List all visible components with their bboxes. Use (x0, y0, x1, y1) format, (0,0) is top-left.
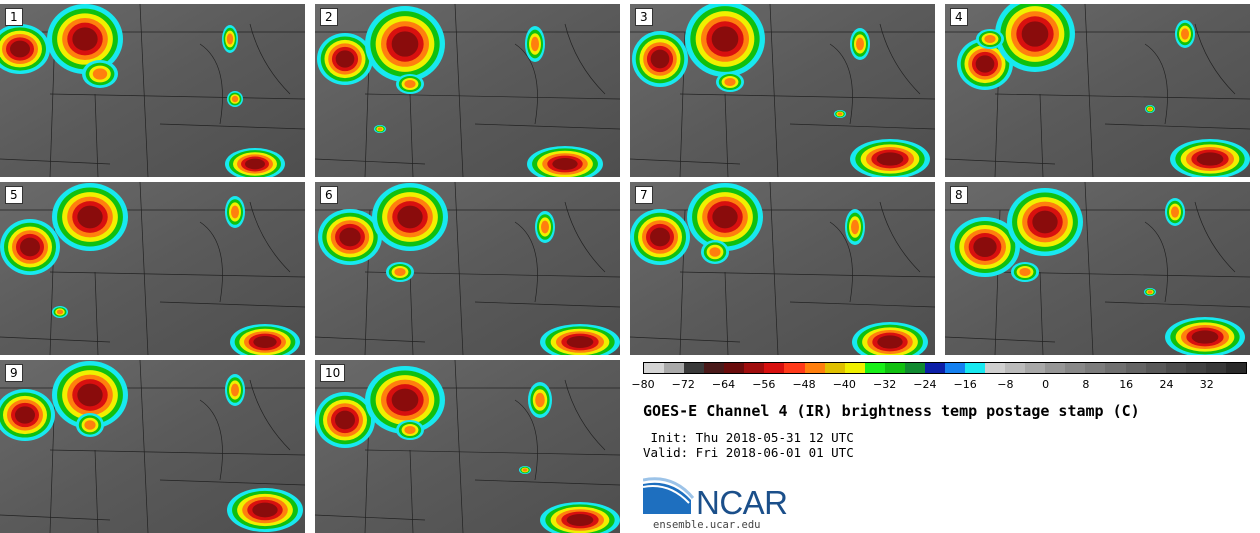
colorbar-tick-label: −16 (953, 378, 977, 391)
colorbar-tick-label: −40 (832, 378, 856, 391)
stamp-panel-3[interactable]: 3 (630, 4, 935, 177)
valid-time: Valid: Fri 2018-06-01 01 UTC (643, 445, 854, 460)
panel-label: 3 (635, 8, 653, 26)
stamp-panel-7[interactable]: 7 (630, 182, 935, 355)
satellite-image (0, 4, 305, 177)
colorbar-tick-label: 0 (1042, 378, 1050, 391)
colorbar-segment (884, 363, 905, 373)
satellite-image (0, 360, 305, 533)
satellite-image (945, 182, 1250, 355)
colorbar-tick-label: −56 (752, 378, 776, 391)
colorbar-tick-label: 32 (1199, 378, 1214, 391)
colorbar-tick-label: 16 (1119, 378, 1134, 391)
panel-label: 5 (5, 186, 23, 204)
colorbar-segment (1125, 363, 1146, 373)
colorbar-segment (1045, 363, 1066, 373)
satellite-image (630, 4, 935, 177)
colorbar-segment (904, 363, 925, 373)
colorbar-segment (965, 363, 986, 373)
panel-label: 8 (950, 186, 968, 204)
colorbar-segment (644, 363, 665, 373)
satellite-image (0, 182, 305, 355)
colorbar-segment (784, 363, 805, 373)
colorbar-segment (1105, 363, 1126, 373)
colorbar-segment (764, 363, 785, 373)
panel-label: 7 (635, 186, 653, 204)
colorbar-segment (1225, 363, 1246, 373)
colorbar-tick-label: −32 (872, 378, 897, 391)
colorbar-segment (804, 363, 825, 373)
panel-label: 9 (5, 364, 23, 382)
colorbar-tick-label: −8 (997, 378, 1014, 391)
stamp-panel-4[interactable]: 4 (945, 4, 1250, 177)
colorbar-tick-label: −64 (711, 378, 736, 391)
site-url: ensemble.ucar.edu (653, 519, 761, 531)
panel-label: 10 (320, 364, 346, 382)
stamp-panel-10[interactable]: 10 (315, 360, 620, 533)
colorbar-tick-label: −72 (671, 378, 695, 391)
stamp-panel-9[interactable]: 9 (0, 360, 305, 533)
colorbar-segment (1085, 363, 1106, 373)
panel-label: 2 (320, 8, 338, 26)
colorbar-tick-label: −80 (631, 378, 655, 391)
colorbar-segment (724, 363, 745, 373)
colorbar-tick-label: 24 (1159, 378, 1174, 391)
satellite-image (945, 4, 1250, 177)
colorbar-segment (844, 363, 865, 373)
colorbar-segment (664, 363, 685, 373)
colorbar-segment (1005, 363, 1026, 373)
colorbar-tick-label: −24 (913, 378, 937, 391)
colorbar-segment (985, 363, 1006, 373)
panel-label: 6 (320, 186, 338, 204)
colorbar-segment (1065, 363, 1086, 373)
stamp-panel-2[interactable]: 2 (315, 4, 620, 177)
init-time: Init: Thu 2018-05-31 12 UTC (643, 430, 854, 445)
colorbar-tick-label: 8 (1082, 378, 1090, 391)
colorbar-segment (1165, 363, 1186, 373)
colorbar-segment (1205, 363, 1226, 373)
stamp-panel-8[interactable]: 8 (945, 182, 1250, 355)
figure-title: GOES-E Channel 4 (IR) brightness temp po… (643, 402, 1140, 420)
colorbar-tick-label: −48 (792, 378, 816, 391)
panel-label: 1 (5, 8, 23, 26)
satellite-image (630, 182, 935, 355)
stamp-panel-5[interactable]: 5 (0, 182, 305, 355)
stamp-panel-6[interactable]: 6 (315, 182, 620, 355)
colorbar-segment (1025, 363, 1046, 373)
colorbar-segment (744, 363, 765, 373)
colorbar-segment (704, 363, 725, 373)
ncar-logo-text: NCAR (696, 484, 788, 521)
ncar-logo-icon (643, 477, 695, 514)
colorbar-segment (824, 363, 845, 373)
colorbar (643, 362, 1247, 374)
colorbar-ticks: −80 −72 −64 −56 −48 −40 −32 −24 −16 −8 0 8 16 24 32 (631, 378, 1247, 392)
satellite-image (315, 360, 620, 533)
stamp-panel-1[interactable]: 1 (0, 4, 305, 177)
satellite-image (315, 4, 620, 177)
colorbar-segment (924, 363, 945, 373)
panel-label: 4 (950, 8, 968, 26)
colorbar-segment (864, 363, 885, 373)
colorbar-segment (1185, 363, 1206, 373)
colorbar-segment (944, 363, 965, 373)
satellite-image (315, 182, 620, 355)
colorbar-segment (684, 363, 705, 373)
colorbar-segment (1145, 363, 1166, 373)
